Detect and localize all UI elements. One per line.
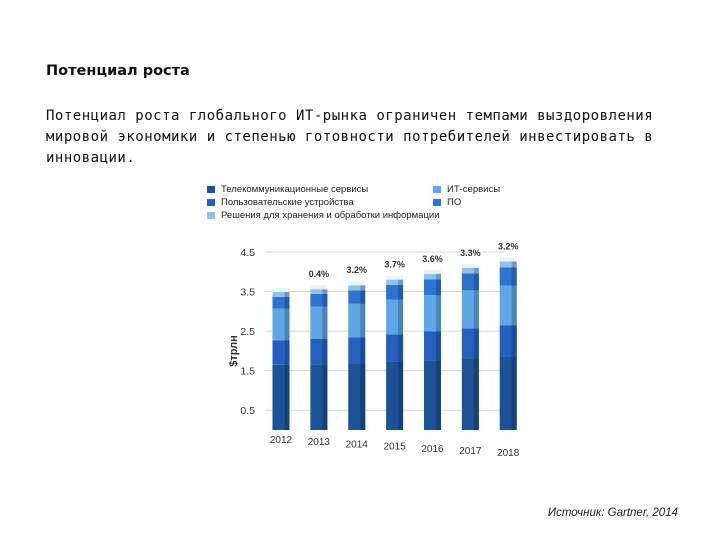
x-tick-label: 2012 (270, 435, 293, 446)
description-line: мировой экономики и степенью готовности … (46, 129, 654, 145)
bar-segment-shade (473, 267, 479, 274)
bar-segment-shade (511, 267, 517, 286)
legend-swatch (207, 186, 215, 193)
legend-swatch (433, 186, 441, 193)
bar-cap (310, 285, 328, 290)
bar-segment (386, 279, 404, 285)
bar-segment-shade (398, 279, 404, 285)
legend-label: ПО (447, 197, 461, 208)
growth-annotation: 3.2% (346, 265, 367, 275)
source-note: Источник: Gartner, 2014 (547, 507, 678, 519)
bar-segment (423, 273, 441, 280)
bar-segment (310, 289, 328, 294)
bar-segment-shade (322, 306, 328, 340)
bar-segment-shade (360, 285, 366, 291)
x-tick-label: 2018 (497, 448, 520, 459)
bar-segment-shade (511, 356, 517, 430)
bar-segment-shade (435, 279, 441, 296)
bar-segment-shade (360, 337, 366, 364)
description-line: инновации. (46, 150, 136, 166)
growth-annotation: 3.3% (460, 248, 481, 258)
stacked-bar-chart: Телекоммуникационные сервисы Пользователь… (207, 184, 520, 459)
bar-segment-shade (435, 360, 441, 430)
bar-segment-shade (360, 303, 366, 338)
bar-segment-shade (435, 295, 441, 332)
y-tick-label: 2.5 (240, 326, 255, 338)
bar-segment-shade (284, 291, 290, 297)
bar-segment-shade (398, 361, 404, 430)
y-axis-label: $трлн (228, 335, 240, 367)
legend-label: Решения для хранения и обработки информа… (221, 210, 440, 221)
x-tick-label: 2016 (421, 444, 444, 455)
bar-segment-shade (473, 290, 479, 329)
legend-label: ИТ-сервисы (447, 184, 500, 195)
bar-segment-shade (473, 328, 479, 359)
bar-cap (386, 275, 404, 280)
x-tick-label: 2015 (383, 442, 406, 453)
description-line: Потенциал роста глобального ИТ-рынка огр… (46, 108, 654, 124)
growth-annotation: 3.6% (422, 254, 443, 264)
bar-segment-shade (473, 358, 479, 430)
bar-segment-shade (435, 331, 441, 361)
bar-segment-shade (360, 290, 366, 304)
bar-cap (348, 281, 366, 286)
bar-segment (348, 285, 366, 291)
legend-swatch (207, 212, 215, 219)
bar-segment-shade (511, 325, 517, 357)
x-tick-label: 2017 (459, 446, 482, 457)
bar-segment-shade (435, 273, 441, 280)
description: Потенциал роста глобального ИТ-рынка огр… (46, 106, 686, 169)
bar-cap (461, 263, 479, 268)
bar-segment-shade (398, 334, 404, 362)
bar-segment (499, 261, 517, 268)
growth-annotation: 3.7% (384, 260, 405, 270)
legend-label: Пользовательские устройства (221, 197, 354, 208)
bar-cap (499, 257, 517, 262)
growth-annotation: 3.2% (498, 241, 519, 251)
page-title: Потенциал роста (46, 63, 190, 79)
bar-cap (423, 269, 441, 274)
growth-annotation: 0.4% (309, 269, 330, 279)
bar-segment-shade (473, 273, 479, 291)
bar-segment-shade (511, 261, 517, 268)
bar-cap (272, 287, 290, 292)
y-tick-label: 4.5 (240, 247, 255, 259)
legend-swatch (207, 199, 215, 206)
bar-segment (461, 267, 479, 274)
bar-segment-shade (322, 364, 328, 430)
bar-segment (272, 291, 290, 297)
bar-segment-shade (284, 296, 290, 309)
legend-swatch (433, 199, 441, 206)
y-tick-label: 0.5 (240, 405, 255, 417)
bar-segment-shade (511, 285, 517, 326)
bar-segment-shade (398, 284, 404, 300)
y-tick-label: 1.5 (240, 366, 255, 378)
bar-segment-shade (322, 289, 328, 294)
bar-segment-shade (322, 293, 328, 307)
x-tick-label: 2014 (346, 439, 369, 450)
legend-label: Телекоммуникационные сервисы (221, 184, 368, 195)
bar-segment-shade (284, 308, 290, 341)
bar-segment-shade (322, 339, 328, 365)
bar-segment (272, 296, 290, 309)
bar-segment-shade (398, 299, 404, 335)
bar-segment-shade (284, 364, 290, 430)
bar-segment-shade (360, 363, 366, 430)
bar-segment-shade (284, 340, 290, 365)
y-tick-label: 3.5 (240, 287, 255, 299)
x-tick-label: 2013 (308, 437, 331, 448)
